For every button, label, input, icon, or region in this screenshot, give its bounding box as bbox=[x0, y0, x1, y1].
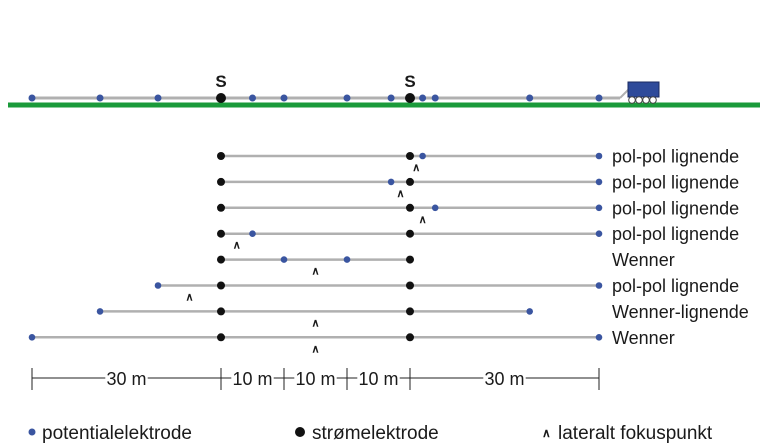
configuration-rows: ∧ pol-pol lignende ∧ pol-pol lignende ∧ pol-p… bbox=[28, 147, 749, 355]
potential-electrode bbox=[249, 230, 256, 237]
potential-electrode bbox=[280, 256, 288, 263]
cart-wheel bbox=[642, 96, 650, 104]
cart-wheel bbox=[628, 96, 636, 104]
current-electrode bbox=[217, 177, 225, 186]
potential-electrode bbox=[28, 334, 36, 341]
potential-electrode bbox=[595, 334, 603, 341]
current-electrode bbox=[217, 281, 225, 290]
cable-cart bbox=[627, 81, 660, 98]
potential-electrode bbox=[595, 178, 603, 186]
configuration-row: ∧ pol-pol lignende bbox=[217, 198, 739, 226]
potential-electrode bbox=[96, 94, 104, 102]
current-electrode bbox=[406, 333, 414, 342]
potential-electrode bbox=[526, 94, 534, 102]
current-electrode bbox=[406, 177, 414, 186]
potential-electrode bbox=[419, 152, 426, 160]
focus-point-icon: ∧ bbox=[311, 317, 319, 329]
potential-electrode bbox=[595, 282, 603, 289]
focus-point-icon: ∧ bbox=[311, 266, 319, 278]
configuration-label: Wenner bbox=[612, 250, 675, 270]
configuration-row: ∧ pol-pol lignende bbox=[217, 147, 739, 174]
potential-electrode bbox=[280, 94, 288, 102]
potential-electrode bbox=[387, 178, 395, 186]
configuration-row: ∧ pol-pol lignende bbox=[217, 224, 739, 252]
configuration-label: Wenner-lignende bbox=[612, 302, 749, 322]
current-electrode-label: S bbox=[215, 72, 226, 91]
scale-label: 10 m bbox=[232, 369, 272, 389]
configuration-label: pol-pol lignende bbox=[612, 147, 739, 167]
configuration-label: pol-pol lignende bbox=[612, 198, 739, 218]
focus-point-icon: ∧ bbox=[419, 214, 427, 226]
current-electrode bbox=[406, 255, 414, 264]
potential-electrode bbox=[526, 308, 533, 315]
configuration-row: ∧ Wenner bbox=[217, 250, 675, 278]
scale-label: 30 m bbox=[484, 369, 524, 389]
potential-electrode bbox=[595, 152, 603, 160]
potential-electrode bbox=[249, 94, 256, 102]
focus-point-icon: ∧ bbox=[185, 292, 193, 304]
legend-focus-icon: ∧ bbox=[542, 426, 551, 440]
current-electrode bbox=[406, 307, 414, 316]
scale-bar: 30 m 10 m 10 m 10 m 30 m bbox=[31, 368, 600, 390]
legend-focus-label: lateralt fokuspunkt bbox=[558, 423, 713, 444]
potential-electrode bbox=[431, 204, 439, 212]
current-electrode bbox=[406, 281, 414, 290]
current-electrode bbox=[217, 333, 225, 342]
configuration-row: ∧ Wenner-lignende bbox=[96, 302, 749, 329]
current-electrode-label: S bbox=[404, 72, 415, 91]
current-electrode bbox=[217, 203, 225, 212]
potential-electrode bbox=[595, 94, 603, 102]
potential-electrode bbox=[154, 282, 162, 289]
current-electrode bbox=[406, 203, 414, 212]
focus-point-icon: ∧ bbox=[412, 162, 420, 174]
current-electrode bbox=[217, 152, 225, 160]
potential-electrode bbox=[154, 94, 162, 102]
potential-electrode bbox=[28, 94, 36, 102]
current-electrode bbox=[406, 152, 414, 160]
cart-wheel bbox=[635, 96, 643, 104]
potential-electrode bbox=[96, 308, 104, 315]
potential-electrode bbox=[595, 204, 603, 212]
configuration-label: pol-pol lignende bbox=[612, 224, 739, 244]
configuration-label: pol-pol lignende bbox=[612, 276, 739, 296]
potential-electrode bbox=[343, 256, 351, 263]
current-electrode bbox=[405, 93, 415, 103]
configuration-label: pol-pol lignende bbox=[612, 172, 739, 192]
focus-point-icon: ∧ bbox=[233, 240, 241, 252]
potential-electrode bbox=[419, 94, 427, 102]
legend-potential-icon bbox=[28, 428, 36, 436]
current-electrode bbox=[217, 229, 225, 238]
configuration-row: ∧ pol-pol lignende bbox=[154, 276, 739, 304]
legend-current-icon bbox=[295, 427, 305, 437]
scale-label: 30 m bbox=[106, 369, 146, 389]
legend: potentialelektrode strømelektrode ∧ late… bbox=[28, 423, 713, 444]
configuration-label: Wenner bbox=[612, 328, 675, 348]
potential-electrode bbox=[387, 94, 395, 102]
potential-electrode bbox=[431, 94, 439, 102]
potential-electrode bbox=[343, 94, 351, 102]
current-electrode bbox=[216, 93, 226, 103]
potential-electrode bbox=[595, 230, 603, 237]
configuration-row: ∧ pol-pol lignende bbox=[217, 172, 739, 200]
focus-point-icon: ∧ bbox=[311, 343, 319, 355]
current-electrode bbox=[406, 229, 414, 238]
scale-label: 10 m bbox=[358, 369, 398, 389]
current-electrode bbox=[217, 307, 225, 316]
current-electrode bbox=[217, 255, 225, 264]
legend-current-label: strømelektrode bbox=[312, 423, 439, 444]
cart-wheel bbox=[649, 96, 657, 104]
scale-label: 10 m bbox=[295, 369, 335, 389]
focus-point-icon: ∧ bbox=[397, 188, 405, 200]
legend-potential-label: potentialelektrode bbox=[42, 423, 192, 444]
configuration-row: ∧ Wenner bbox=[28, 328, 675, 355]
